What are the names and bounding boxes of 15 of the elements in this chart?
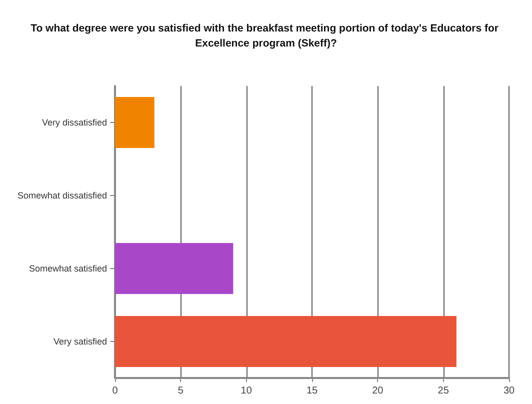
x-tick-label: 25 [438,386,450,396]
x-tick-label: 0 [112,386,118,396]
y-tick-label: Somewhat satisfied [28,264,107,274]
x-tick-label: 30 [503,386,515,396]
x-tick-label: 20 [372,386,384,396]
x-tick-label: 10 [240,386,252,396]
y-tick-label: Somewhat dissatisfied [17,190,107,200]
x-tick-label: 15 [306,386,318,396]
x-tick-label: 5 [178,386,184,396]
bar [115,242,234,294]
y-tick-label: Very dissatisfied [42,118,107,128]
bar [115,316,456,368]
y-tick-label: Very satisfied [53,336,107,346]
chart-title: To what degree were you satisfied with the breakfast meeting portion of today's Educators for Excellence program (Skeff)? [30,22,502,50]
bar [115,96,154,148]
